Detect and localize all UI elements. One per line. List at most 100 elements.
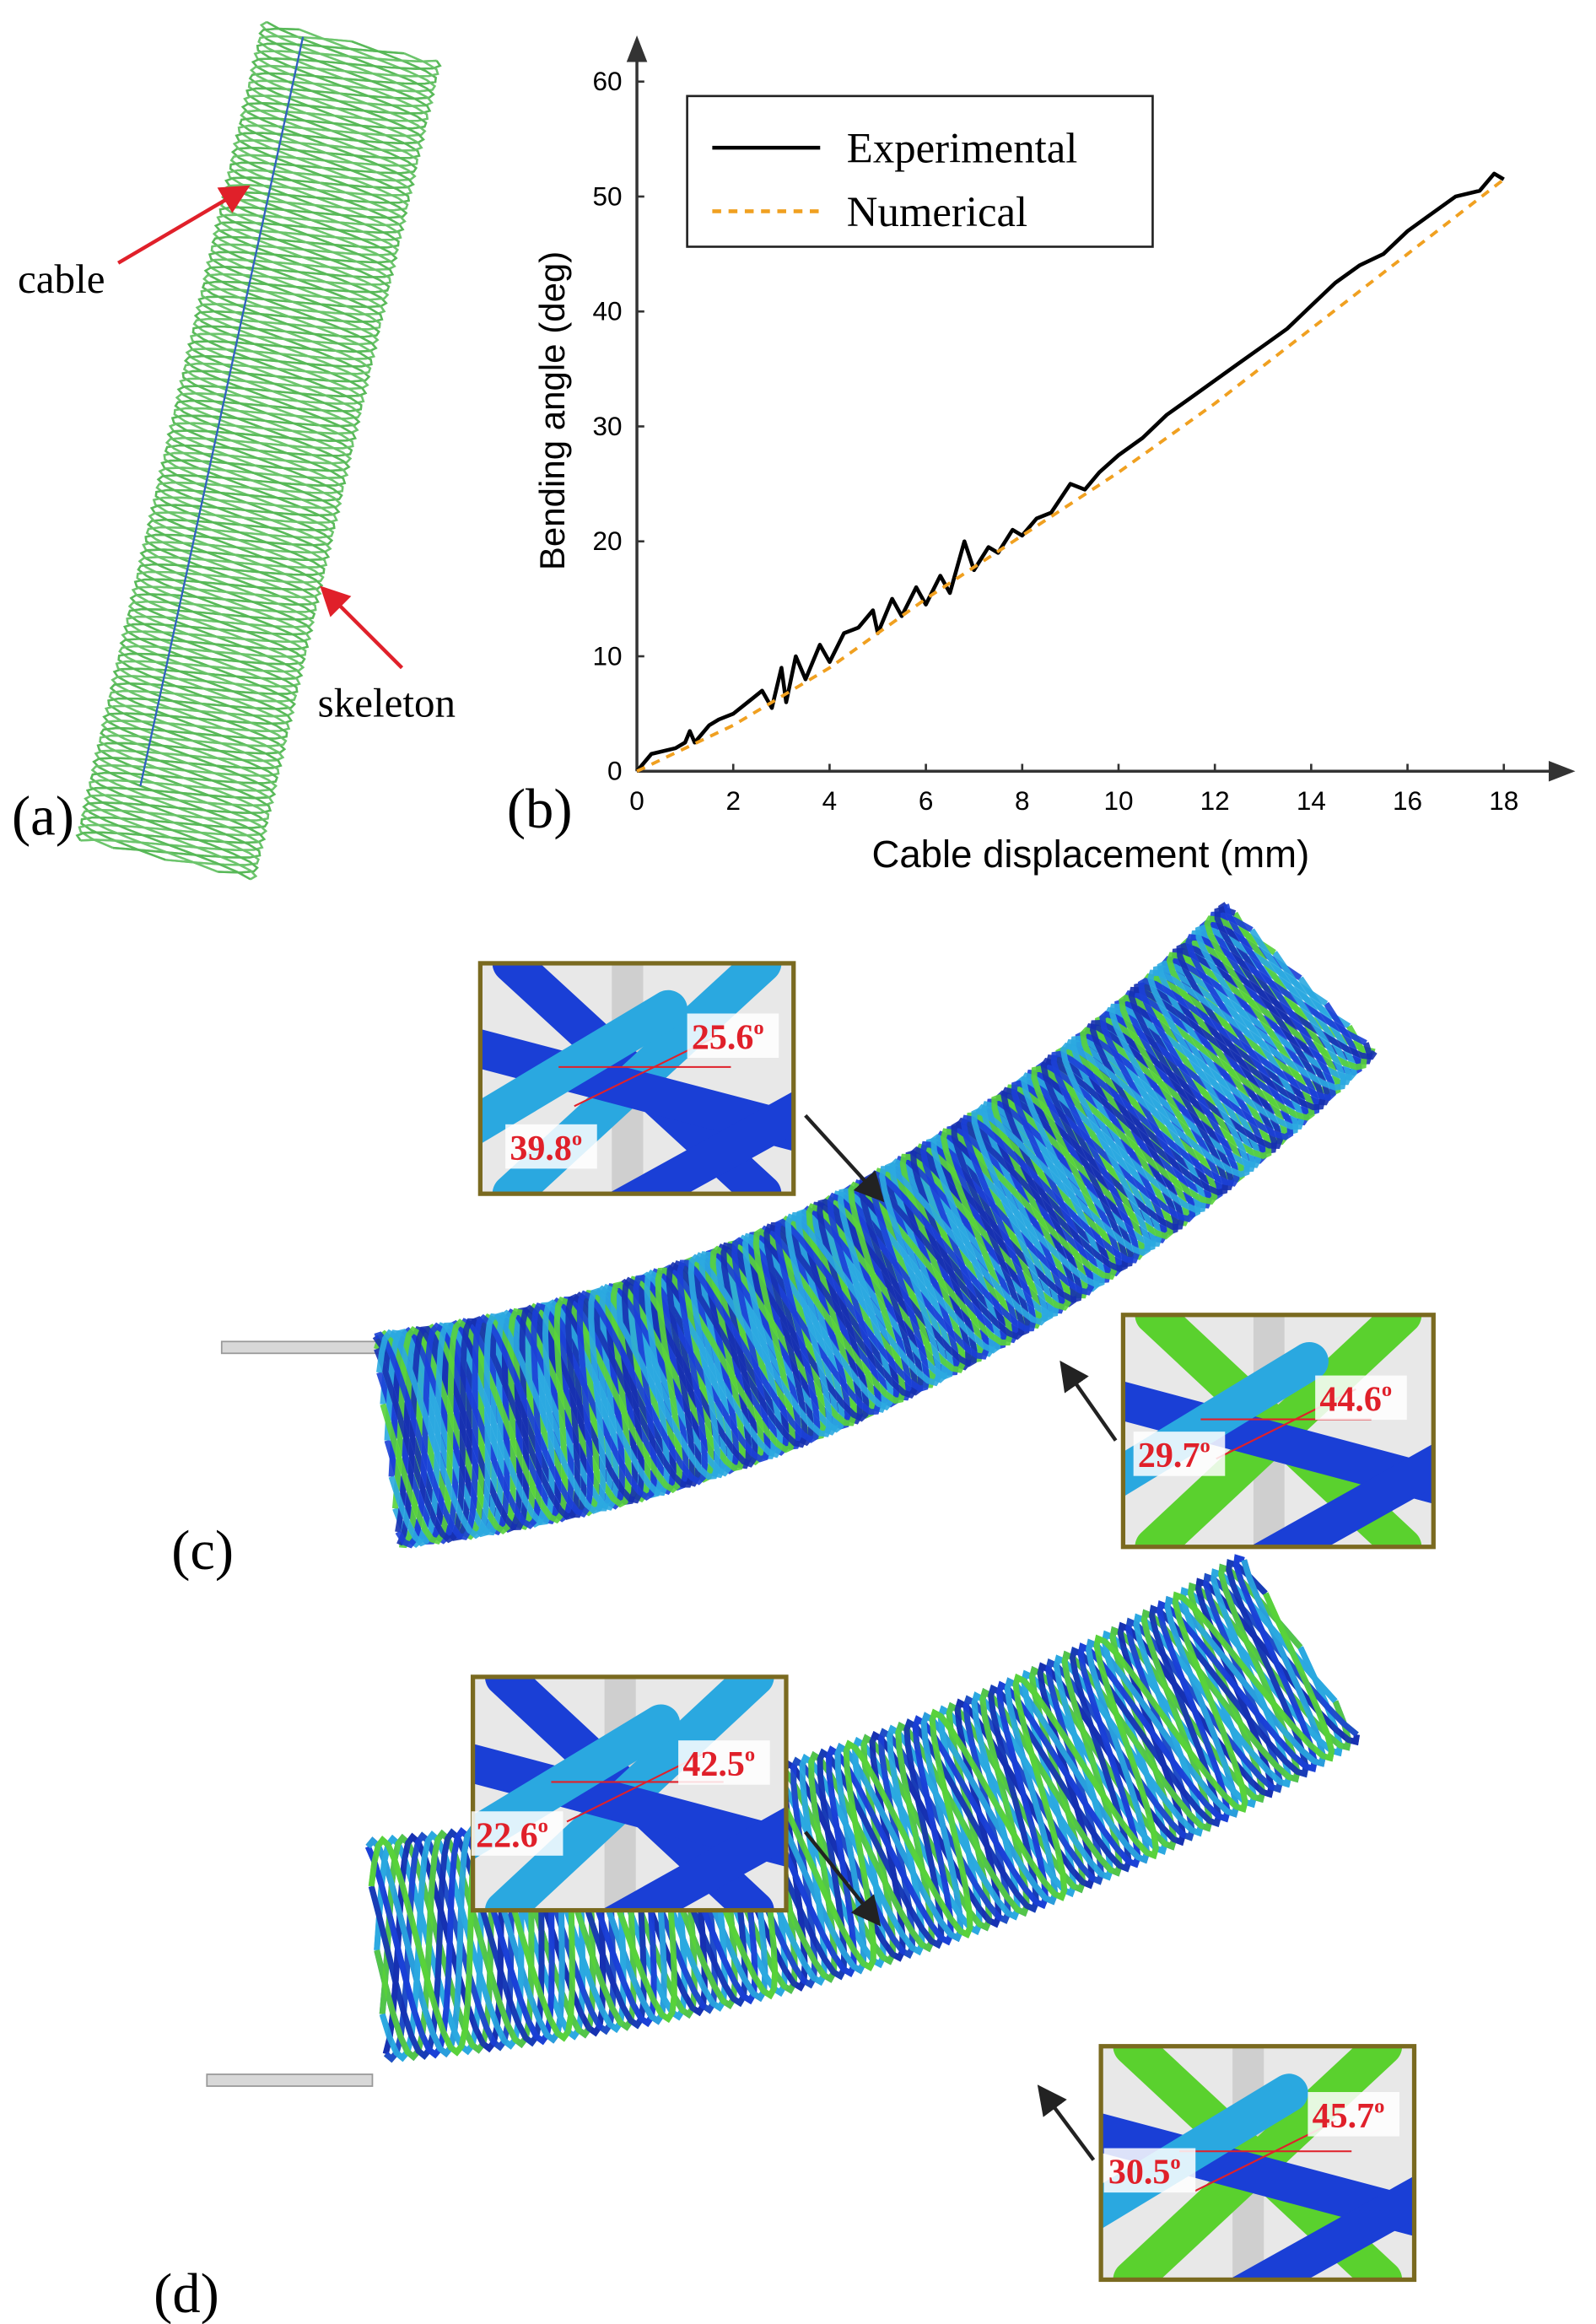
y-tick-label: 20 bbox=[592, 526, 622, 556]
angle-degree: o bbox=[1200, 1435, 1210, 1458]
x-tick-label: 16 bbox=[1393, 785, 1422, 816]
angle-value: 22.6 bbox=[476, 1816, 538, 1855]
label-bg bbox=[1308, 2092, 1400, 2137]
angle-label: 42.5o bbox=[682, 1744, 755, 1785]
label-bg bbox=[1133, 1432, 1226, 1476]
inset-bar bbox=[1228, 2176, 1415, 2280]
arrow bbox=[804, 1113, 885, 1203]
arrow bbox=[1037, 2084, 1096, 2161]
inset-bar bbox=[600, 1806, 786, 1911]
label-bg bbox=[678, 1740, 770, 1785]
annotation: cable bbox=[18, 256, 105, 302]
arrow bbox=[117, 185, 251, 265]
stent-strand bbox=[82, 57, 442, 881]
inset bbox=[1123, 1314, 1434, 1547]
stent-strand bbox=[374, 903, 1336, 1540]
label-bg bbox=[1315, 1375, 1407, 1421]
angle-value: 30.5 bbox=[1108, 2154, 1171, 2192]
y-axis-label: Bending angle (deg) bbox=[532, 251, 572, 570]
cable-rod bbox=[206, 2073, 374, 2087]
angle-label: 22.6o bbox=[476, 1814, 548, 1856]
stent-strand bbox=[376, 928, 1347, 1539]
cable-line bbox=[139, 36, 305, 787]
stent-strand bbox=[395, 934, 1367, 1549]
stent-strand bbox=[368, 1591, 1335, 2057]
angle-label: 25.6o bbox=[692, 1016, 764, 1058]
inset bbox=[480, 962, 794, 1194]
inset-bar bbox=[472, 1704, 681, 1860]
angle-degree: o bbox=[745, 1744, 755, 1766]
angle-value: 44.6 bbox=[1319, 1381, 1382, 1420]
x-tick-label: 8 bbox=[1015, 785, 1030, 816]
angle-degree: o bbox=[1374, 2095, 1384, 2118]
inset bbox=[472, 1676, 786, 1911]
stent-strand bbox=[81, 52, 439, 873]
angle-degree: o bbox=[1382, 1378, 1392, 1401]
x-tick-label: 14 bbox=[1297, 785, 1326, 816]
x-tick-label: 0 bbox=[629, 785, 644, 816]
chart: Cable displacement (mm) Bending angle (d… bbox=[532, 35, 1576, 876]
panel-label: (a) bbox=[12, 786, 74, 848]
inset-frame bbox=[1098, 2044, 1417, 2283]
y-tick-label: 50 bbox=[592, 181, 622, 211]
angle-degree: o bbox=[538, 1814, 548, 1837]
angle-label: 45.7o bbox=[1313, 2095, 1385, 2137]
cable-rod bbox=[220, 1340, 393, 1355]
stent-strand bbox=[391, 952, 1367, 1535]
stent-strand bbox=[374, 906, 1326, 1544]
x-tick-label: 18 bbox=[1489, 785, 1518, 816]
label-bg bbox=[505, 1124, 597, 1169]
axis-arrow bbox=[1548, 760, 1576, 782]
label-bg bbox=[1103, 2148, 1196, 2193]
angle-value: 39.8 bbox=[510, 1130, 572, 1168]
axis-arrow bbox=[626, 35, 648, 62]
arrow bbox=[320, 585, 404, 670]
panel-label: (d) bbox=[154, 2263, 219, 2324]
series-line bbox=[635, 171, 1505, 773]
panel-label: (b) bbox=[507, 779, 573, 840]
stent-strand bbox=[365, 1559, 1327, 2058]
label-bg bbox=[471, 1811, 563, 1856]
inset-frame bbox=[470, 1674, 789, 1913]
legend-box bbox=[686, 94, 1154, 248]
stent-strand bbox=[380, 915, 1315, 1545]
angle-degree: o bbox=[1170, 2151, 1180, 2174]
x-tick-label: 4 bbox=[822, 785, 838, 816]
stent-strand bbox=[384, 960, 1357, 1536]
x-tick-label: 2 bbox=[725, 785, 741, 816]
stent-strand bbox=[388, 924, 1329, 1547]
stent-strand bbox=[89, 35, 429, 866]
panel-label: (c) bbox=[171, 1520, 234, 1582]
stent-strand bbox=[396, 942, 1378, 1546]
x-tick-label: 12 bbox=[1200, 785, 1230, 816]
angle-value: 29.7 bbox=[1138, 1437, 1200, 1475]
x-tick-label: 6 bbox=[919, 785, 934, 816]
x-tick-label: 10 bbox=[1103, 785, 1133, 816]
arrow bbox=[1060, 1360, 1118, 1442]
angle-degree: o bbox=[753, 1016, 763, 1039]
series-line bbox=[636, 178, 1505, 773]
arrow bbox=[804, 1831, 882, 1927]
legend-label: Experimental bbox=[847, 125, 1078, 172]
angle-label: 30.5o bbox=[1108, 2151, 1181, 2192]
label-bg bbox=[687, 1013, 779, 1059]
legend-label: Numerical bbox=[847, 188, 1027, 235]
angle-degree: o bbox=[572, 1127, 582, 1150]
annotation: skeleton bbox=[318, 679, 456, 725]
y-tick-label: 40 bbox=[592, 296, 622, 326]
y-tick-label: 30 bbox=[592, 411, 622, 441]
stent-strand bbox=[89, 27, 432, 859]
angle-label: 44.6o bbox=[1319, 1378, 1392, 1420]
inset-bar bbox=[480, 989, 687, 1145]
inset-frame bbox=[477, 961, 796, 1196]
y-tick-label: 0 bbox=[607, 756, 623, 786]
angle-label: 39.8o bbox=[510, 1127, 582, 1168]
y-tick-label: 60 bbox=[592, 66, 622, 96]
inset bbox=[1101, 2046, 1415, 2280]
y-tick-label: 10 bbox=[592, 641, 622, 671]
x-axis-label: Cable displacement (mm) bbox=[871, 833, 1309, 876]
stent-strand bbox=[85, 42, 428, 874]
stent-strand bbox=[80, 21, 434, 851]
